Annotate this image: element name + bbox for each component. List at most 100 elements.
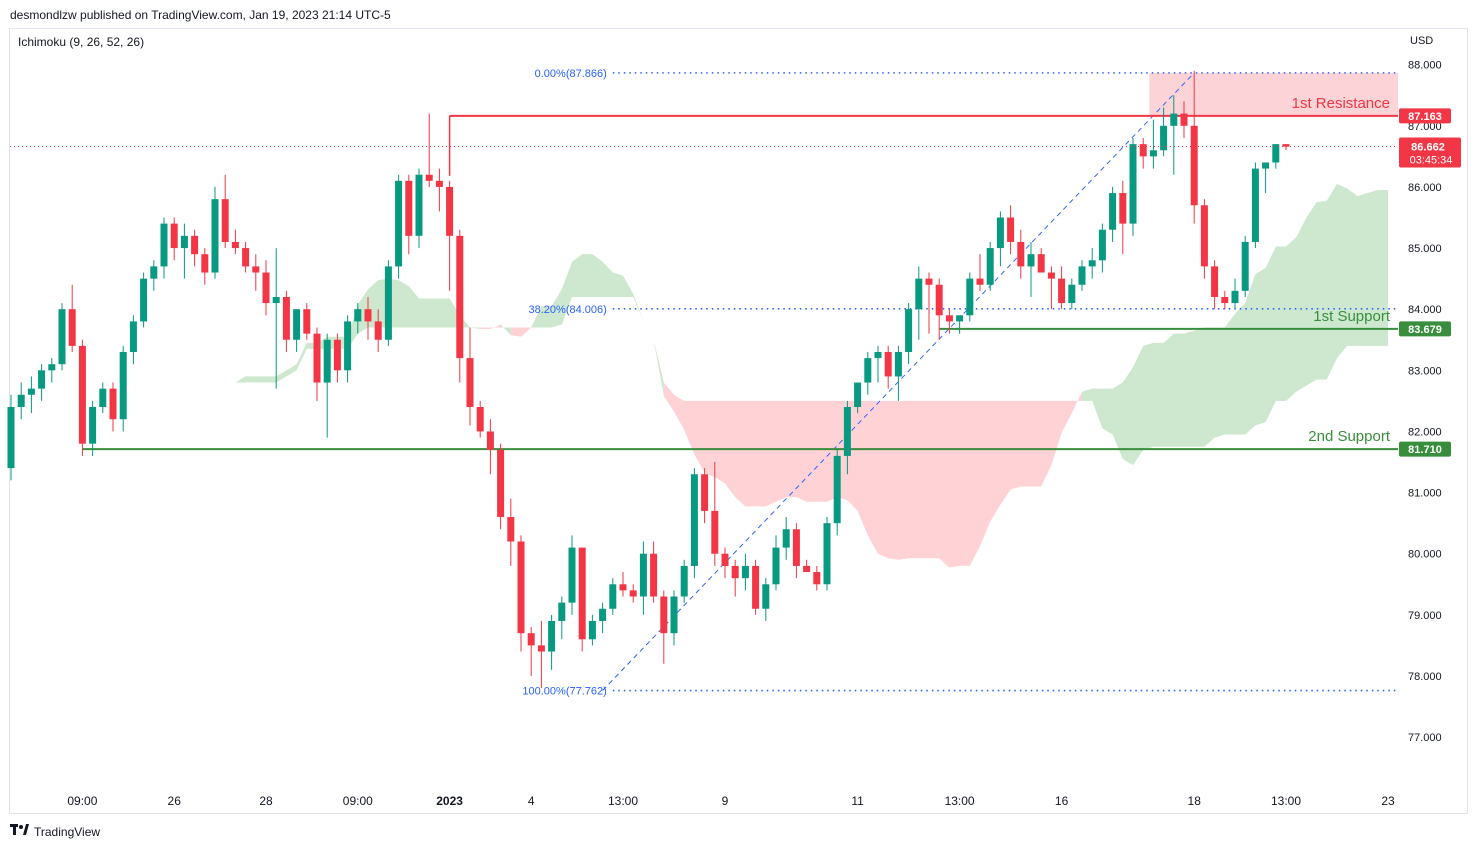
candle-body xyxy=(1180,113,1188,126)
candle-body xyxy=(68,309,76,346)
x-tick-label: 4 xyxy=(528,794,535,808)
candle xyxy=(935,278,943,340)
candle xyxy=(1047,266,1055,310)
candle-body xyxy=(874,351,882,359)
candle xyxy=(1231,278,1239,310)
candle xyxy=(864,351,872,395)
candle xyxy=(1068,278,1076,310)
candle-body xyxy=(17,394,25,407)
candle-body xyxy=(313,333,321,383)
y-tick-label: 86.000 xyxy=(1408,182,1442,194)
candle xyxy=(201,248,209,285)
candle-body xyxy=(221,199,229,242)
candle xyxy=(323,333,331,438)
y-tick-label: 84.000 xyxy=(1408,304,1442,316)
candle xyxy=(344,315,352,383)
candle xyxy=(854,382,862,414)
candle-body xyxy=(619,584,627,591)
resistance-zone-rect xyxy=(1149,72,1398,116)
candle xyxy=(752,559,760,615)
cloud-bull xyxy=(1082,183,1388,466)
candle xyxy=(48,358,56,383)
candle-body xyxy=(823,523,831,585)
x-tick-label: 09:00 xyxy=(343,794,373,808)
candle xyxy=(609,578,617,615)
candle-body xyxy=(1129,144,1137,224)
candle-body xyxy=(905,309,913,352)
candle-body xyxy=(1007,217,1015,242)
candle xyxy=(1272,144,1280,169)
candle-body xyxy=(507,517,515,542)
candle xyxy=(497,443,505,530)
candle-body xyxy=(609,584,617,609)
candle xyxy=(986,241,994,291)
y-tick-label: 80.000 xyxy=(1408,549,1442,561)
candle-body xyxy=(364,309,372,322)
candle-body xyxy=(945,315,953,322)
candle-body xyxy=(894,351,902,377)
cloud-bear xyxy=(480,324,501,330)
candle-body xyxy=(140,278,148,322)
candle-body xyxy=(231,241,239,249)
candle xyxy=(670,590,678,646)
candle xyxy=(160,217,168,279)
candle-body xyxy=(354,309,362,322)
y-tick-label: 85.000 xyxy=(1408,243,1442,255)
candle-body xyxy=(293,309,301,340)
candle-body xyxy=(1241,241,1249,291)
candle xyxy=(313,327,321,401)
candle-body xyxy=(191,235,199,255)
candle xyxy=(425,113,433,187)
countdown-label: 03:45:34 xyxy=(1410,154,1453,166)
candle-body xyxy=(1251,168,1259,242)
candle-body xyxy=(150,266,158,279)
candle-body xyxy=(344,321,352,371)
candle-body xyxy=(1149,150,1157,157)
candle-body xyxy=(1058,278,1066,304)
candle-body xyxy=(752,565,760,609)
candle xyxy=(803,559,811,573)
candle xyxy=(537,620,545,689)
candle xyxy=(1058,266,1066,310)
candle-body xyxy=(160,223,168,267)
candle-body xyxy=(1211,266,1219,297)
candle xyxy=(915,266,923,340)
indicator-legend[interactable]: Ichimoku (9, 26, 52, 26) xyxy=(18,35,145,49)
candle-body xyxy=(762,584,770,609)
candle-body xyxy=(1078,266,1086,285)
candle-body xyxy=(680,565,688,597)
candle xyxy=(1007,205,1015,255)
candle-body xyxy=(639,553,647,597)
candle xyxy=(333,333,341,383)
candle-body xyxy=(456,235,464,359)
candle xyxy=(1241,235,1249,297)
y-tick-label: 77.000 xyxy=(1408,732,1442,744)
candle-body xyxy=(1231,290,1239,304)
tradingview-logo[interactable]: TradingView xyxy=(10,824,100,839)
candle-body xyxy=(813,572,821,585)
candle xyxy=(507,498,515,566)
candle xyxy=(374,309,382,352)
candle-body xyxy=(1068,284,1076,304)
candle-body xyxy=(721,553,729,566)
candle xyxy=(843,400,851,475)
candle xyxy=(446,180,454,291)
candle-body xyxy=(119,351,127,420)
candle xyxy=(456,229,464,383)
candle xyxy=(823,517,831,591)
candle-body xyxy=(690,474,698,566)
candle xyxy=(578,547,586,652)
y-tick-label: 82.000 xyxy=(1408,426,1442,438)
candle xyxy=(945,309,953,334)
candle-body xyxy=(272,296,280,304)
candle xyxy=(1149,119,1157,169)
candle-body xyxy=(884,351,892,377)
candle xyxy=(639,541,647,615)
candle-body xyxy=(425,174,433,181)
candle-body xyxy=(660,596,668,634)
candle-body xyxy=(415,174,423,236)
candle xyxy=(38,364,46,401)
candle xyxy=(731,559,739,597)
candle-body xyxy=(711,510,719,554)
